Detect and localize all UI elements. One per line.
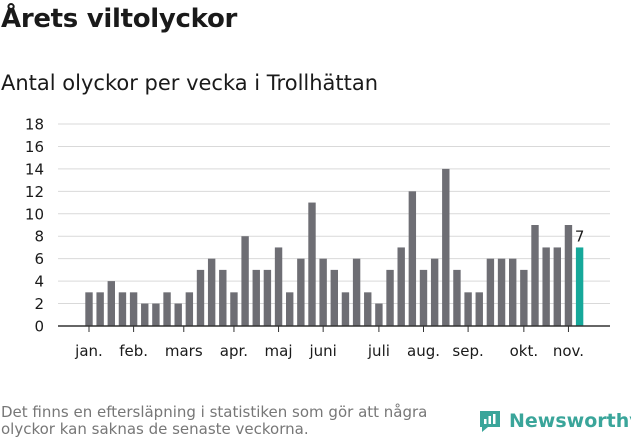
bar: [531, 225, 539, 326]
y-tick-label: 0: [34, 318, 44, 336]
y-tick-label: 16: [25, 138, 44, 156]
y-tick-label: 2: [34, 295, 44, 313]
x-tick-label: nov.: [553, 342, 584, 360]
bar: [509, 258, 517, 326]
bar: [230, 292, 238, 326]
bar: [553, 247, 561, 326]
y-axis-ticks: 0 2 4 6 8 10 12 14 16 18: [25, 116, 44, 336]
bar: [475, 292, 483, 326]
bar: [286, 292, 294, 326]
bar: [263, 269, 272, 326]
x-tick-label: jan.: [74, 342, 103, 360]
y-tick-label: 14: [25, 160, 44, 178]
bar: [219, 269, 227, 326]
bar: [252, 269, 260, 326]
x-tick-label: feb.: [119, 342, 148, 360]
bars: [85, 168, 584, 326]
bar-highlighted: [575, 247, 584, 326]
bar: [486, 258, 495, 326]
bar: [564, 225, 573, 326]
bar: [386, 269, 394, 326]
bar: [520, 269, 528, 326]
newsworthy-logo-icon: [480, 411, 500, 432]
brand-logo[interactable]: Newsworthy: [477, 408, 631, 434]
bar: [196, 269, 205, 326]
bar: [464, 292, 472, 326]
bar: [107, 281, 115, 326]
bar: [207, 258, 216, 326]
bar: [152, 303, 160, 326]
bar: [430, 258, 439, 326]
y-tick-label: 4: [34, 273, 44, 291]
bar: [375, 303, 383, 326]
bar: [352, 258, 361, 326]
bar: [274, 247, 283, 326]
x-tick-label: okt.: [510, 342, 539, 360]
y-tick-label: 18: [25, 116, 44, 134]
bar: [330, 269, 338, 326]
grid-lines: [58, 123, 610, 305]
bar: [497, 258, 506, 326]
bar: [319, 258, 327, 326]
data-labels: 7: [575, 227, 585, 245]
x-tick-label: sep.: [452, 342, 483, 360]
brand-name: Newsworthy: [509, 410, 631, 432]
bar: [341, 292, 350, 326]
y-tick-label: 12: [25, 183, 44, 201]
bar: [453, 269, 461, 326]
bar: [408, 191, 417, 326]
bar: [364, 292, 372, 326]
y-tick-label: 10: [25, 205, 44, 223]
bar: [397, 247, 405, 326]
x-tick-label: apr.: [220, 342, 248, 360]
bar: [141, 303, 149, 326]
bar: [174, 303, 182, 326]
bar: [297, 258, 305, 326]
x-tick-label: mars: [165, 342, 203, 360]
bar: [85, 292, 93, 326]
last-value-label: 7: [575, 227, 585, 245]
page-title: Årets viltolyckor: [1, 4, 238, 34]
bar: [163, 292, 171, 326]
chart-subtitle: Antal olyckor per vecka i Trollhättan: [1, 71, 379, 95]
x-tick-label: maj: [265, 342, 293, 360]
bar: [118, 292, 127, 326]
y-tick-label: 6: [34, 250, 44, 268]
y-tick-label: 8: [34, 228, 44, 246]
footnote: Det finns en eftersläpning i statistiken…: [1, 403, 428, 438]
bar: [442, 168, 450, 326]
bar: [185, 292, 194, 326]
bar: [241, 236, 249, 326]
bar: [129, 292, 138, 326]
x-tick-label: juli: [367, 342, 390, 360]
x-tick-label: juni: [308, 342, 336, 360]
bar: [308, 202, 316, 326]
x-tick-label: aug.: [407, 342, 440, 360]
bar: [542, 247, 550, 326]
bar: [419, 269, 428, 326]
bar: [96, 292, 104, 326]
x-axis-ticks: jan. feb. mars apr. maj juni juli aug. sep. okt. n…: [74, 326, 584, 360]
